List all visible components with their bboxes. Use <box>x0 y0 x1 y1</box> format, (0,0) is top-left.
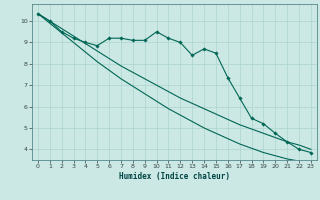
X-axis label: Humidex (Indice chaleur): Humidex (Indice chaleur) <box>119 172 230 181</box>
